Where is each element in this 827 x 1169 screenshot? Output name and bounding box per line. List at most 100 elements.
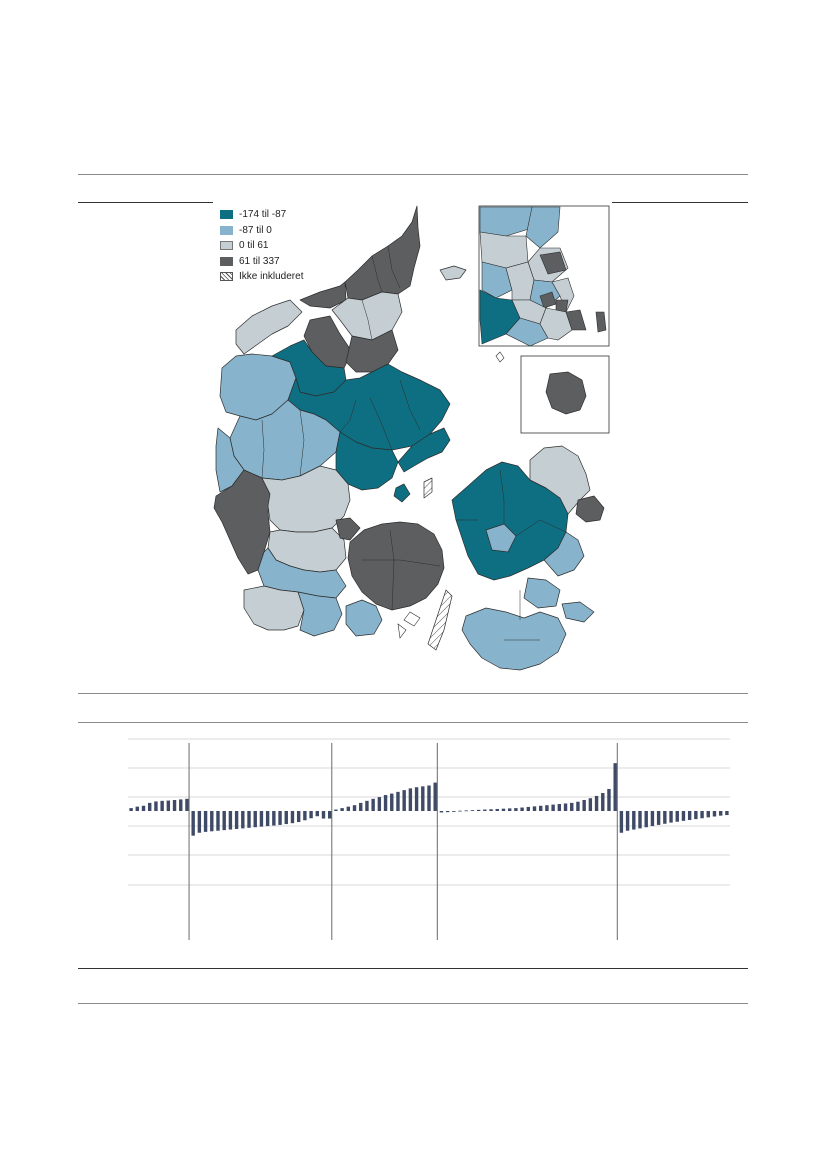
chart-bar — [644, 811, 648, 828]
chart-bar — [197, 811, 202, 833]
chart-bar — [445, 811, 450, 813]
legend-swatch-dark — [220, 256, 233, 266]
chart-bar — [228, 811, 233, 830]
chart-bar — [396, 791, 400, 811]
legend-item: -87 til 0 — [220, 223, 303, 239]
map-frame-rule-left — [78, 202, 213, 203]
chart-bar — [222, 811, 226, 831]
chart-bar — [625, 811, 630, 831]
chart-bar — [172, 799, 177, 811]
region-capital-dark — [575, 495, 605, 523]
chart-bar — [501, 808, 506, 811]
chart-bar — [290, 811, 295, 824]
region-north-zealand-grey — [529, 445, 591, 515]
chart-bar — [234, 811, 239, 829]
chart-bar — [563, 803, 568, 811]
municipality-bar-chart — [128, 738, 730, 940]
region-lolland-lightblue — [461, 607, 567, 671]
region-thy-dark — [299, 281, 347, 309]
chart-bar — [315, 811, 319, 817]
chart-top-rule — [78, 722, 748, 723]
chart-bar — [135, 806, 140, 811]
chart-bar — [160, 800, 164, 811]
chart-bar — [191, 811, 195, 836]
legend-swatch-teal — [220, 210, 233, 220]
chart-bar — [681, 811, 686, 821]
chart-bar — [570, 802, 574, 811]
denmark-choropleth-map — [213, 205, 610, 671]
region-mon-lightblue — [561, 601, 595, 623]
chart-bar — [259, 811, 264, 827]
inset-bornholm — [520, 355, 610, 434]
chart-bar — [352, 805, 357, 811]
chart-bar — [377, 797, 382, 811]
chart-bar — [656, 811, 661, 825]
legend-swatch-lightblue — [220, 225, 233, 235]
chart-bar — [694, 811, 698, 820]
chart-bar — [588, 798, 593, 811]
chart-bar — [272, 811, 276, 826]
chart-bar — [408, 788, 413, 811]
chart-bar — [619, 811, 624, 833]
chart-bar — [607, 788, 611, 811]
region-tonder-grey — [243, 585, 305, 631]
chart-bar — [414, 787, 419, 811]
chart-bar — [507, 808, 512, 811]
chart-bar — [346, 806, 351, 811]
chart-bars — [129, 763, 729, 836]
chart-bar — [483, 809, 487, 811]
chart-bar — [476, 809, 481, 811]
chart-bar — [489, 809, 493, 811]
chart-bar — [390, 793, 394, 811]
chart-bar — [365, 800, 369, 811]
chart-bar — [371, 798, 375, 811]
map-legend: -174 til -87 -87 til 0 0 til 61 61 til 3… — [220, 207, 303, 285]
region-anholt-hatched — [423, 477, 433, 499]
chart-bar — [253, 811, 257, 828]
legend-label: 61 til 337 — [239, 255, 280, 267]
chart-bar — [129, 808, 133, 811]
region-djursland-teal — [397, 427, 451, 473]
chart-bar — [539, 805, 543, 811]
chart-bar — [458, 810, 462, 812]
chart-bar — [557, 804, 562, 811]
chart-bar — [470, 810, 475, 811]
chart-bar — [433, 782, 437, 811]
chart-bar — [383, 795, 388, 811]
legend-item: -174 til -87 — [220, 207, 303, 223]
chart-bar — [265, 811, 270, 827]
chart-bar — [427, 785, 431, 811]
chart-bar — [545, 805, 549, 811]
chart-bar — [203, 811, 208, 832]
region-als-lightblue — [345, 599, 383, 637]
chart-bar — [359, 802, 363, 811]
chart-bar — [247, 811, 251, 828]
chart-bar — [675, 811, 679, 822]
chart-bar — [141, 805, 146, 811]
inset-capital-area — [478, 205, 610, 347]
legend-label: -174 til -87 — [239, 209, 287, 221]
chart-bar — [321, 811, 326, 819]
chart-bar — [632, 811, 636, 830]
chart-bar — [185, 798, 189, 811]
region-langeland-hatched — [427, 589, 453, 651]
region-laeso-grey — [439, 265, 467, 281]
legend-label: 0 til 61 — [239, 240, 269, 252]
chart-bar — [340, 808, 344, 811]
chart-gridlines — [128, 738, 730, 886]
chart-bar — [296, 811, 301, 823]
chart-bar — [514, 808, 518, 811]
chart-bar — [284, 811, 288, 825]
chart-bar — [154, 801, 158, 811]
chart-bar — [309, 811, 313, 819]
chart-bar — [663, 811, 667, 824]
chart-bar — [303, 811, 307, 821]
chart-bar — [495, 808, 499, 811]
chart-bottom-rule — [78, 968, 748, 969]
chart-bar — [718, 811, 723, 816]
region-koge-lightblue — [543, 531, 585, 577]
legend-label: -87 til 0 — [239, 224, 272, 236]
chart-bar — [706, 811, 710, 818]
group-separators — [188, 743, 618, 940]
chart-bar — [520, 807, 524, 811]
